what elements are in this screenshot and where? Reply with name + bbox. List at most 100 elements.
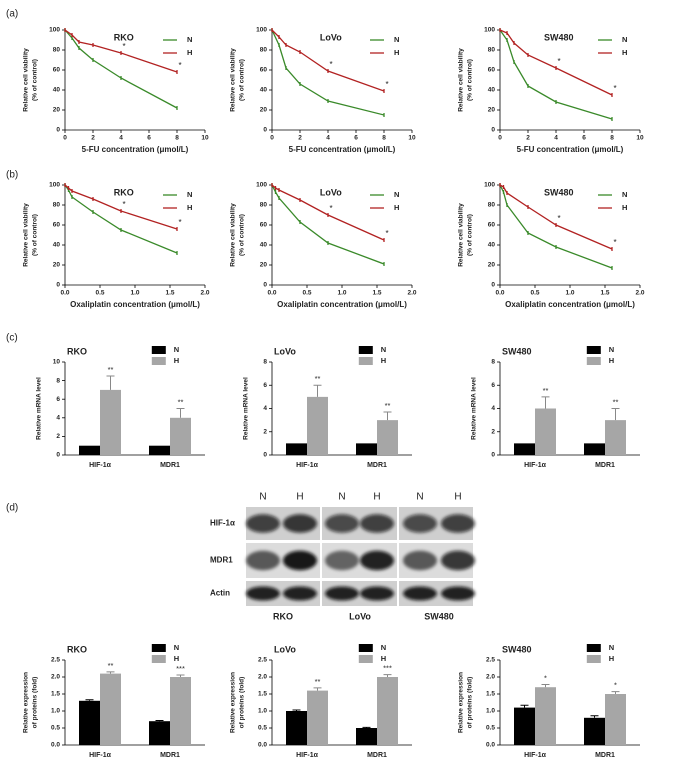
error-bar bbox=[590, 715, 599, 718]
legend-label: H bbox=[622, 48, 627, 57]
legend-label: N bbox=[187, 190, 192, 199]
x-tick-label: 6 bbox=[582, 135, 586, 142]
x-tick-label: 10 bbox=[636, 135, 644, 142]
y-tick-label: 40 bbox=[53, 87, 61, 94]
error-bar bbox=[176, 408, 185, 418]
x-tick-label: HIF-1α bbox=[89, 752, 112, 759]
y-tick-label: 0 bbox=[56, 282, 60, 289]
x-tick-label: MDR1 bbox=[367, 462, 387, 469]
x-tick-label: HIF-1α bbox=[524, 462, 547, 469]
protein-label: MDR1 bbox=[210, 556, 233, 565]
significance-mark: * bbox=[178, 218, 181, 227]
legend-swatch bbox=[358, 644, 373, 652]
bar bbox=[514, 707, 535, 745]
error-bar bbox=[176, 674, 185, 677]
y-tick-label: 80 bbox=[260, 202, 268, 209]
y-tick-label: 20 bbox=[53, 107, 61, 114]
y-axis-label: Relative cell viability bbox=[23, 203, 30, 267]
blot-band bbox=[441, 550, 475, 571]
y-tick-label: 1.0 bbox=[258, 708, 267, 715]
error-bar bbox=[383, 674, 392, 677]
x-axis-label: Oxaliplatin concentration (μmol/L) bbox=[70, 300, 200, 309]
chart-title: LoVo bbox=[274, 346, 296, 356]
error-bar bbox=[383, 411, 392, 421]
panel-label: (d) bbox=[6, 503, 18, 514]
bar bbox=[535, 408, 556, 455]
x-tick-label: MDR1 bbox=[595, 752, 615, 759]
y-tick-label: 1.0 bbox=[486, 708, 495, 715]
y-tick-label: 6 bbox=[491, 382, 495, 389]
error-bar bbox=[106, 671, 115, 674]
y-tick-label: 1.5 bbox=[258, 691, 267, 698]
significance-mark: * bbox=[385, 80, 388, 89]
bar bbox=[377, 677, 398, 745]
blot-band bbox=[360, 586, 394, 601]
x-tick-label: 6 bbox=[354, 135, 358, 142]
x-tick-label: HIF-1α bbox=[524, 752, 547, 759]
panel-label: (b) bbox=[6, 170, 18, 181]
legend-swatch bbox=[358, 346, 373, 354]
y-axis-label: of proteins (fold) bbox=[239, 677, 246, 729]
x-axis-label: Oxaliplatin concentration (μmol/L) bbox=[277, 300, 407, 309]
significance-mark: * bbox=[557, 214, 560, 223]
x-tick-label: 1.5 bbox=[372, 290, 381, 297]
x-tick-label: MDR1 bbox=[160, 462, 180, 469]
x-tick-label: 4 bbox=[119, 135, 123, 142]
y-tick-label: 20 bbox=[488, 262, 496, 269]
bar bbox=[584, 717, 605, 745]
significance-mark: ** bbox=[543, 386, 549, 395]
legend-swatch bbox=[358, 357, 373, 365]
y-axis-label: of proteins (fold) bbox=[32, 677, 39, 729]
y-axis-label: Relative expression bbox=[230, 672, 237, 733]
significance-mark: * bbox=[613, 84, 616, 93]
blot-band bbox=[246, 586, 280, 601]
x-tick-label: MDR1 bbox=[160, 752, 180, 759]
y-axis-label: Relative cell viability bbox=[458, 203, 465, 267]
series-line bbox=[64, 29, 178, 109]
bar bbox=[149, 721, 170, 745]
significance-mark: * bbox=[544, 673, 547, 682]
y-tick-label: 20 bbox=[488, 107, 496, 114]
significance-mark: *** bbox=[383, 664, 392, 673]
y-tick-label: 8 bbox=[56, 377, 60, 384]
bar bbox=[584, 443, 605, 455]
legend-label: H bbox=[394, 48, 399, 57]
y-tick-label: 60 bbox=[260, 67, 268, 74]
error-bar bbox=[85, 699, 94, 701]
x-tick-label: 1.0 bbox=[565, 290, 574, 297]
blot-band bbox=[283, 514, 317, 533]
y-tick-label: 20 bbox=[53, 262, 61, 269]
y-tick-label: 4 bbox=[263, 405, 267, 412]
y-tick-label: 2 bbox=[263, 428, 267, 435]
significance-mark: * bbox=[329, 60, 332, 69]
panel-label: (c) bbox=[6, 333, 18, 344]
bar bbox=[79, 700, 100, 745]
x-tick-label: 8 bbox=[175, 135, 179, 142]
series-line bbox=[271, 29, 385, 116]
bar bbox=[100, 389, 121, 455]
legend-label: H bbox=[609, 654, 614, 663]
y-tick-label: 40 bbox=[260, 87, 268, 94]
lane-label: H bbox=[373, 492, 380, 503]
error-bar bbox=[541, 683, 550, 688]
legend-label: H bbox=[187, 48, 192, 57]
legend-label: N bbox=[381, 345, 386, 354]
y-tick-label: 0 bbox=[263, 452, 267, 459]
series-line bbox=[499, 29, 613, 96]
y-axis-label: Relative cell viability bbox=[458, 48, 465, 112]
x-tick-label: 0.5 bbox=[95, 290, 104, 297]
x-tick-label: 1.0 bbox=[130, 290, 139, 297]
legend-swatch bbox=[358, 655, 373, 663]
legend-label: N bbox=[174, 643, 179, 652]
x-tick-label: 0.5 bbox=[302, 290, 311, 297]
y-tick-label: 0 bbox=[56, 452, 60, 459]
error-bar bbox=[362, 726, 371, 728]
significance-mark: * bbox=[385, 229, 388, 238]
significance-mark: ** bbox=[108, 661, 114, 670]
chart-title: SW480 bbox=[502, 346, 532, 356]
y-tick-label: 20 bbox=[260, 107, 268, 114]
x-axis-label: 5-FU concentration (μmol/L) bbox=[517, 145, 624, 154]
bar bbox=[286, 711, 307, 745]
legend-label: N bbox=[622, 35, 627, 44]
y-tick-label: 100 bbox=[484, 27, 495, 34]
